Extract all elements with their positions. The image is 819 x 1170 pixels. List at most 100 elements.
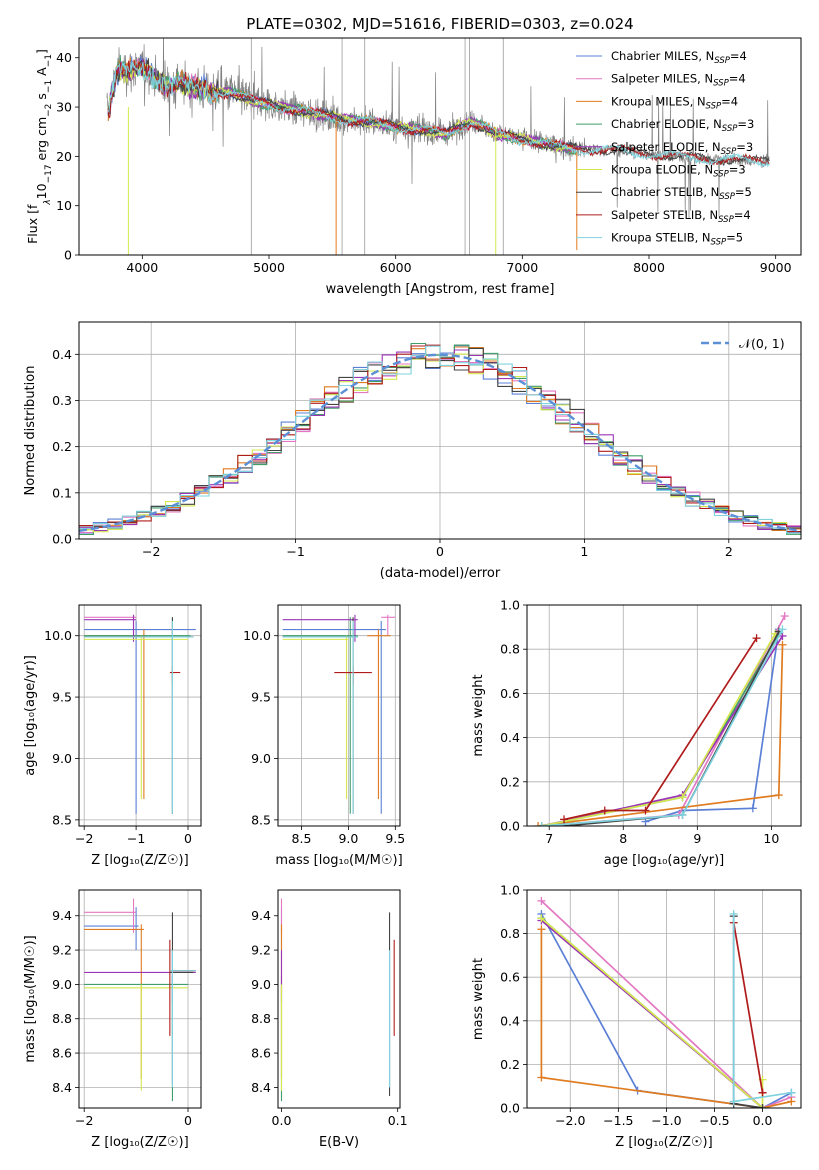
y-label-part: −1 (44, 54, 54, 67)
legend-value: =4 (729, 72, 746, 86)
y-tick-label: 8.8 (251, 1011, 271, 1026)
x-tick-label: −2 (75, 1113, 93, 1128)
y-tick-label: 0.0 (500, 1101, 520, 1116)
legend-label-chabrier-stelib: Chabrier STELIB, NSSP=5 (611, 185, 752, 202)
legend-text: Chabrier ELODIE, N (611, 117, 722, 131)
y-tick-label: 10.0 (44, 628, 72, 643)
legend-sub: SSP (711, 238, 727, 248)
y-axis-label: mass weight (471, 674, 486, 756)
legend-value: =5 (726, 231, 743, 245)
y-tick-label: 0.2 (500, 1057, 520, 1072)
x-axis-label: age [log₁₀(age/yr)] (604, 853, 725, 868)
plot-area (84, 898, 196, 1102)
y-tick-label: 9.0 (52, 751, 72, 766)
x-tick-label: 5000 (253, 260, 285, 275)
y-tick-label: 8.4 (52, 1080, 72, 1095)
y-tick-label: 0.6 (500, 970, 520, 985)
point-kroupa-elodie (84, 984, 189, 1091)
x-tick-label: 0.1 (388, 1113, 408, 1128)
point-kroupa-elodie (84, 635, 189, 799)
weight-marker-kroupa-miles (534, 822, 543, 826)
weight-line-salpeter-stelib (563, 637, 758, 821)
legend-text: Kroupa ELODIE, N (611, 163, 713, 177)
legend-label-salpeter-miles: Salpeter MILES, NSSP=4 (611, 72, 746, 89)
x-axis-label: Z [log₁₀(Z/Z☉)] (91, 1135, 188, 1150)
point-kroupa-stelib (84, 620, 194, 814)
figure-title: PLATE=0302, MJD=51616, FIBERID=0303, z=0… (246, 15, 633, 33)
x-axis-label: mass [log₁₀(M/M☉)] (275, 853, 402, 868)
weight-marker-kroupa-stelib (778, 625, 787, 634)
y-tick-label: 0.4 (500, 1013, 520, 1028)
weight-marker-kroupa-miles (778, 640, 787, 649)
y-tick-label: 8.6 (52, 1046, 72, 1061)
x-tick-label: 10 (763, 831, 779, 846)
x-tick-label: 1 (580, 544, 588, 559)
x-tick-label: 0 (436, 544, 444, 559)
plot-area (106, 38, 770, 255)
weight-marker-salpeter-stelib (641, 806, 650, 815)
legend-label-normal: 𝒩(0, 1) (739, 336, 785, 351)
model-line-chabrier-stelib (107, 58, 770, 167)
y-tick-label: 40 (56, 50, 72, 65)
x-tick-label: 9 (693, 831, 701, 846)
x-tick-label: −2.0 (555, 1113, 585, 1128)
weight-marker-salpeter-miles (780, 612, 789, 621)
point-kroupa-elodie (282, 635, 349, 799)
weight-marker-kroupa-stelib (787, 1088, 796, 1097)
legend-text: Salpeter STELIB, N (611, 208, 718, 222)
y-tick-label: 0.2 (52, 439, 72, 454)
y-tick-label: 0.0 (52, 532, 72, 547)
y-label-part: A (34, 67, 49, 80)
panel-spectrum: 4000 5000 6000 7000 8000 9000 0 10 20 30 40 wavelen… (25, 37, 802, 297)
axes-frame (78, 889, 202, 1109)
weight-marker-salpeter-stelib (758, 1088, 767, 1097)
x-tick-label: 0 (184, 1113, 192, 1128)
weight-marker-kroupa-stelib (678, 810, 687, 819)
y-tick-label: 9.0 (52, 977, 72, 992)
axes-frame (78, 604, 202, 827)
panel-weight-vs-Z: −2.0 −1.5 −1.0 −0.5 0.0 0.0 0.2 0.4 0.6 0.8 1.0 Z [… (471, 883, 802, 1150)
weight-marker-kroupa-stelib (537, 822, 546, 826)
y-tick-label: 0.3 (52, 393, 72, 408)
y-label-part: −2 (44, 104, 54, 117)
x-axis-label: wavelength [Angstrom, rest frame] (326, 282, 555, 297)
legend-sub: SSP (722, 124, 738, 134)
y-tick-label: 1.0 (500, 883, 520, 898)
y-tick-label: 9.2 (251, 943, 271, 958)
weight-marker-kroupa-miles (537, 925, 546, 934)
x-tick-label: 0.0 (272, 1113, 292, 1128)
y-tick-label: 0.2 (500, 774, 520, 789)
x-tick-label: 4000 (126, 260, 158, 275)
weight-marker-kroupa-miles (787, 1097, 796, 1106)
weight-marker-kroupa-stelib (729, 909, 738, 918)
legend-value: =5 (735, 185, 752, 199)
weight-marker-kroupa-elodie (678, 793, 687, 802)
x-axis-label: Z [log₁₀(Z/Z☉)] (91, 853, 188, 868)
y-tick-label: 9.0 (251, 751, 271, 766)
axes-frame (277, 889, 401, 1109)
y-tick-label: 0.4 (500, 730, 520, 745)
y-tick-label: 9.4 (52, 908, 72, 923)
y-tick-label: 10 (56, 198, 72, 213)
y-tick-label: 20 (56, 149, 72, 164)
weight-marker-kroupa-stelib (729, 1097, 738, 1106)
legend-label-salpeter-stelib: Salpeter STELIB, NSSP=4 (611, 208, 751, 225)
point-kroupa-miles (367, 629, 391, 799)
y-tick-label: 0.1 (52, 485, 72, 500)
weight-marker-kroupa-elodie (537, 914, 546, 923)
weight-line-salpeter-miles (540, 900, 792, 1108)
x-tick-label: 8.5 (292, 831, 312, 846)
legend-value: =4 (730, 49, 747, 63)
y-label-part: λ (43, 199, 53, 205)
legend-sub: SSP (718, 215, 734, 225)
point-kroupa-stelib (169, 950, 196, 1088)
legend-sub: SSP (714, 56, 730, 66)
axes-frame (526, 889, 802, 1109)
panel-residuals: −2 −1 0 1 2 0.0 0.1 0.2 0.3 0.4 (data-model)/error… (23, 321, 802, 581)
legend-text: Chabrier MILES, N (611, 49, 714, 63)
y-axis-label: mass [log₁₀(M/M☉)] (23, 935, 38, 1062)
y-axis-label: Normed distribution (23, 366, 38, 496)
plot-area (79, 342, 801, 536)
x-tick-label: 9.0 (338, 831, 358, 846)
model-line-salpeter-stelib (107, 59, 770, 167)
